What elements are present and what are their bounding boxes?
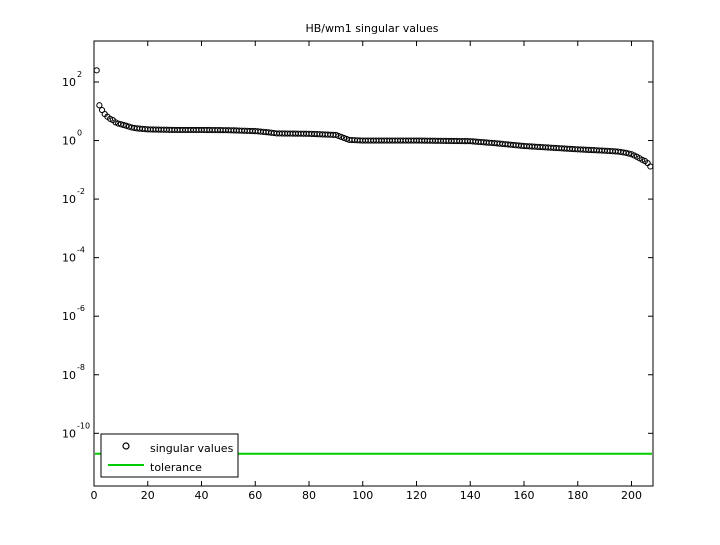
y-tick-exponent: -6 xyxy=(77,304,85,313)
y-tick-exponent: 0 xyxy=(77,129,82,138)
y-tick-exponent: 2 xyxy=(77,70,82,79)
y-tick-label: 10 xyxy=(62,427,76,440)
data-point xyxy=(117,121,124,128)
x-tick-label: 60 xyxy=(248,489,262,502)
y-tick-label: 10 xyxy=(62,252,76,265)
x-tick-label: 180 xyxy=(567,489,588,502)
y-tick-label: 10 xyxy=(62,193,76,206)
x-tick-label: 200 xyxy=(621,489,642,502)
x-tick-label: 140 xyxy=(460,489,481,502)
data-point xyxy=(340,134,348,142)
y-tick-label: 10 xyxy=(62,310,76,323)
legend-marker-singular-values xyxy=(122,442,130,450)
y-tick-label: 10 xyxy=(62,369,76,382)
plot-frame xyxy=(93,40,654,487)
x-tick-label: 40 xyxy=(195,489,209,502)
x-tick-label: 120 xyxy=(406,489,427,502)
data-point xyxy=(335,132,342,140)
y-tick-label: 10 xyxy=(62,76,76,89)
legend-label-singular-values: singular values xyxy=(150,442,234,455)
x-tick-label: 100 xyxy=(352,489,373,502)
x-tick-label: 80 xyxy=(302,489,316,502)
y-tick-exponent: -4 xyxy=(77,246,85,255)
legend: singular values tolerance xyxy=(100,433,239,478)
x-tick-label: 160 xyxy=(514,489,535,502)
y-tick-label: 10 xyxy=(62,135,76,148)
data-point xyxy=(623,149,630,156)
singular-values-series xyxy=(93,67,654,170)
legend-box xyxy=(100,433,239,478)
data-point xyxy=(93,67,100,74)
y-tick-exponent: -2 xyxy=(77,187,85,196)
data-point xyxy=(123,122,130,129)
legend-label-tolerance: tolerance xyxy=(150,461,202,474)
data-point xyxy=(332,131,339,139)
axes: 0 20 40 60 80 100 120 140 160 180 20010-1010-810-6… xyxy=(62,40,654,502)
data-point xyxy=(647,163,654,170)
chart-title: HB/wm1 singular values xyxy=(305,22,438,35)
data-point xyxy=(120,121,127,129)
y-tick-exponent: -10 xyxy=(77,421,90,430)
data-point xyxy=(96,102,103,109)
data-point xyxy=(338,133,345,141)
x-tick-label: 0 xyxy=(91,489,98,502)
data-point xyxy=(115,120,122,127)
x-tick-label: 20 xyxy=(141,489,155,502)
data-point xyxy=(625,150,632,157)
y-tick-exponent: -8 xyxy=(77,363,85,372)
